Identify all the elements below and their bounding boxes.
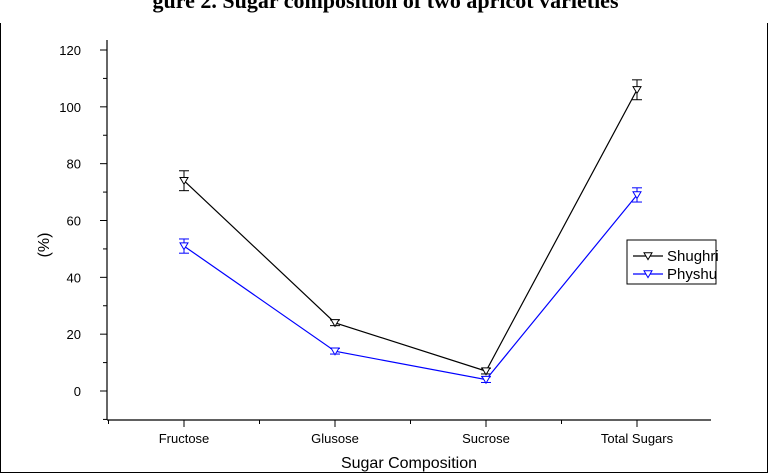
legend-marker [643,252,653,261]
data-point-physhu [179,242,189,251]
y-tick-label: 40 [67,270,81,285]
x-tick-label: Fructose [159,431,210,446]
legend-box [626,239,717,285]
x-axis-title: Sugar Composition [341,455,477,472]
data-point-physhu [330,347,340,356]
data-point-shughri [632,86,642,95]
series-line-shughri [183,89,638,372]
y-tick-label: 80 [67,157,81,172]
series-line-physhu [183,194,638,381]
legend-label: Physhu [667,266,717,283]
chart-title: gure 2. Sugar composition of two apricot… [152,0,619,13]
y-tick-label: 20 [67,327,81,342]
y-tick-label: 0 [74,384,81,399]
x-tick-label: Glusose [311,431,359,446]
x-tick-label: Total Sugars [601,431,674,446]
y-tick-label: 120 [59,43,81,58]
data-point-physhu [481,375,491,385]
legend-label: Shughri [667,248,719,265]
data-point-physhu [632,191,642,200]
data-point-shughri [481,367,491,376]
x-tick-label: Sucrose [462,431,510,446]
data-point-shughri [330,319,340,328]
data-point-shughri [179,177,189,186]
legend-marker [643,270,653,279]
chart-border [0,23,768,473]
y-tick-label: 60 [67,214,81,229]
y-tick-label: 100 [59,100,81,115]
title-strip: gure 2. Sugar composition of two apricot… [0,0,771,22]
y-axis-title: (%) [36,233,53,258]
